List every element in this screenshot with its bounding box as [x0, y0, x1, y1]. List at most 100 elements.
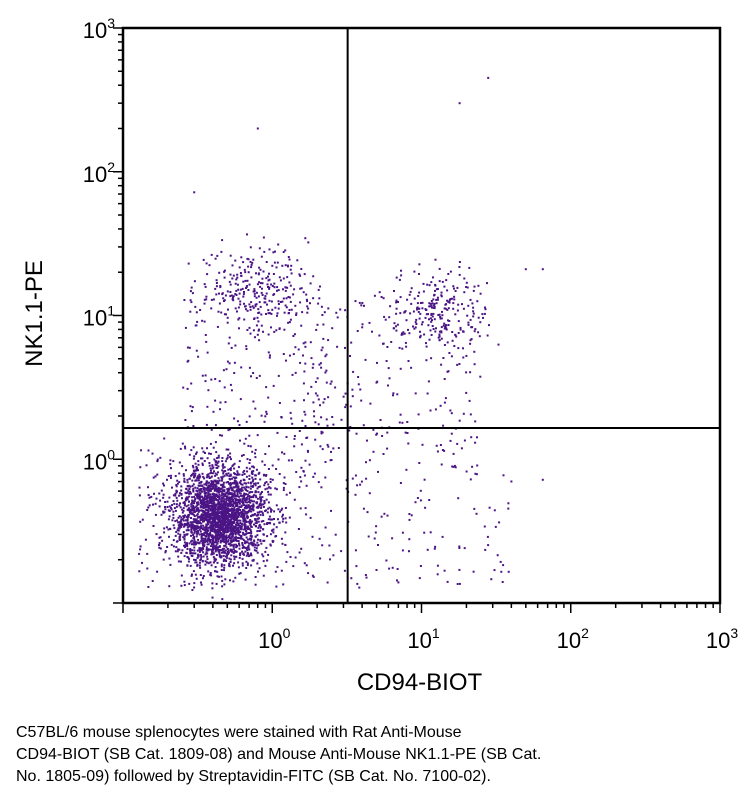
- data-point: [209, 531, 212, 534]
- data-point: [216, 506, 219, 509]
- data-point: [224, 519, 227, 522]
- data-point: [198, 491, 201, 494]
- data-point: [284, 304, 287, 307]
- data-point: [188, 453, 191, 456]
- data-point: [258, 311, 261, 314]
- data-point: [446, 580, 449, 583]
- data-point: [192, 541, 195, 544]
- data-point: [180, 516, 183, 519]
- data-point: [177, 555, 180, 558]
- data-point: [302, 291, 305, 294]
- data-point: [253, 500, 255, 503]
- data-point: [247, 553, 250, 555]
- data-point: [182, 519, 185, 522]
- data-point: [255, 303, 258, 306]
- data-point: [206, 457, 209, 460]
- data-point: [198, 547, 201, 550]
- data-point: [213, 489, 216, 492]
- data-point: [144, 538, 147, 541]
- data-point: [225, 525, 228, 528]
- data-point: [251, 476, 254, 479]
- data-point: [232, 504, 235, 507]
- data-point: [203, 502, 206, 505]
- data-point: [248, 303, 251, 306]
- data-point: [235, 523, 237, 526]
- data-point: [273, 523, 276, 526]
- data-point: [269, 487, 272, 490]
- data-point: [248, 528, 251, 530]
- data-point: [184, 447, 187, 450]
- data-point: [212, 542, 215, 545]
- data-point: [205, 548, 208, 550]
- data-point: [468, 266, 471, 269]
- data-point: [207, 570, 210, 573]
- data-point: [194, 526, 197, 529]
- data-point: [239, 498, 242, 501]
- data-point: [312, 275, 315, 278]
- data-point: [200, 547, 203, 550]
- data-point: [216, 462, 219, 464]
- data-point: [200, 457, 202, 460]
- data-point: [202, 504, 205, 507]
- data-point: [254, 484, 257, 487]
- data-point: [209, 561, 212, 564]
- data-point: [168, 515, 171, 518]
- data-point: [176, 529, 179, 532]
- data-point: [442, 424, 445, 427]
- data-point: [199, 527, 202, 530]
- data-point: [238, 525, 241, 528]
- data-point: [178, 472, 181, 475]
- data-point: [230, 520, 232, 523]
- data-point: [189, 290, 192, 293]
- data-point: [202, 258, 205, 261]
- data-point: [190, 382, 193, 385]
- data-point: [282, 297, 285, 300]
- data-point: [232, 564, 234, 567]
- data-point: [445, 303, 448, 306]
- data-point: [196, 563, 199, 566]
- data-point: [200, 488, 203, 490]
- data-point: [185, 529, 188, 532]
- data-point: [234, 259, 237, 262]
- data-point: [239, 288, 242, 291]
- data-point: [276, 289, 278, 292]
- data-point: [229, 295, 232, 298]
- data-point: [195, 561, 198, 564]
- data-point: [268, 287, 271, 290]
- data-point: [222, 547, 225, 550]
- data-point: [281, 515, 284, 518]
- data-point: [249, 554, 252, 557]
- data-point: [201, 462, 204, 465]
- data-point: [385, 360, 388, 362]
- data-point: [191, 525, 194, 528]
- data-point: [179, 447, 182, 450]
- data-point: [222, 475, 225, 478]
- data-point: [214, 483, 217, 486]
- data-point: [401, 347, 404, 350]
- data-point: [256, 517, 259, 520]
- data-point: [206, 499, 209, 502]
- data-point: [272, 531, 275, 534]
- data-point: [260, 503, 263, 506]
- data-point: [438, 339, 441, 342]
- data-point: [266, 487, 269, 490]
- data-point: [258, 530, 261, 532]
- data-point: [436, 573, 439, 576]
- data-point: [205, 519, 208, 522]
- data-point: [235, 550, 238, 553]
- data-point: [381, 435, 384, 437]
- data-point: [181, 497, 183, 500]
- data-point: [281, 507, 284, 510]
- data-point: [494, 525, 497, 528]
- data-point: [344, 309, 347, 312]
- data-point: [155, 497, 158, 500]
- data-point: [218, 497, 221, 500]
- data-point: [254, 305, 257, 308]
- data-point: [237, 466, 240, 469]
- data-point: [266, 559, 268, 562]
- data-point: [207, 533, 210, 536]
- data-point: [234, 502, 237, 505]
- data-point: [280, 509, 283, 512]
- data-point: [237, 515, 240, 518]
- data-point: [184, 524, 186, 527]
